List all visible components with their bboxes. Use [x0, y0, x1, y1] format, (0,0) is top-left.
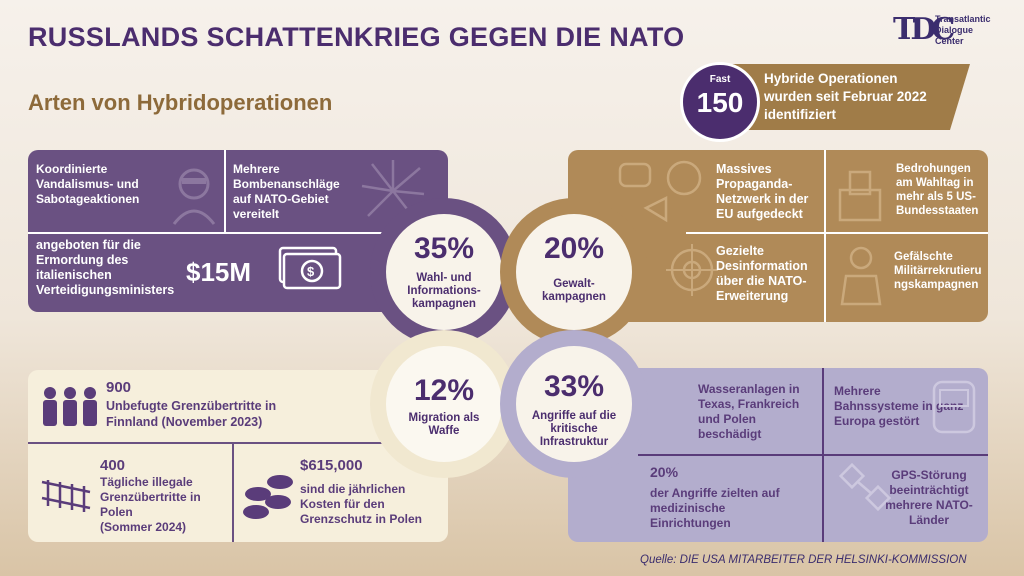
panel-infrastructure: Wasseranlagen in Texas, Frankreich und Pol… [568, 368, 988, 542]
train-icon [932, 380, 976, 434]
medical-number: 20% [650, 464, 679, 480]
cost-number: $615,000 [300, 457, 363, 474]
medical-text: der Angriffe zielten auf medizinische Einr… [650, 486, 780, 530]
satellite-icon [838, 462, 892, 512]
target-icon [666, 244, 718, 296]
explosion-icon [361, 160, 425, 219]
people-icon [43, 387, 97, 426]
bounty-amount: $15M [186, 257, 252, 287]
logo: TDC Transatlantic Dialogue Center [893, 8, 1013, 64]
propaganda-text: Massives Propaganda- Netzwerk in der EU auf… [716, 162, 809, 221]
logo-text: Transatlantic Dialogue Center [935, 14, 991, 46]
election-text: Bedrohungen am Wahltag in mehr als 5 US- Bu… [896, 163, 979, 217]
sabotage-text: Koordinierte Vandalismus- und Sabotageakti… [36, 162, 140, 206]
speech-bubbles-icon [618, 160, 702, 223]
gps-text: GPS-Störung beeinträchtigt mehrere NATO- Lä… [885, 468, 973, 527]
logo-icon: TDC [893, 12, 955, 47]
poland-text: Tägliche illegale Grenzübertritte in Polen… [100, 475, 201, 534]
soldier-icon [840, 246, 882, 306]
finland-number: 900 [106, 379, 132, 396]
poland-number: 400 [100, 457, 126, 474]
page-title: RUSSLANDS SCHATTENKRIEG GEGEN DIE NATO [28, 22, 685, 52]
ribbon [720, 64, 970, 130]
money-icon: $ [278, 246, 342, 290]
ballot-box-icon [838, 170, 882, 222]
count-badge: Fast 150 [680, 62, 760, 142]
source-note: Quelle: DIE USA MITARBEITER DER HELSINKI… [640, 554, 967, 566]
circle-violence: 20% Gewalt-kampagnen [500, 198, 648, 346]
bombs-text: Mehrere Bombenanschläge auf NATO-Gebiet ver… [233, 162, 340, 221]
border-fence-icon [41, 480, 91, 512]
coins-icon [243, 475, 293, 519]
bounty-text: angeboten für die Ermordung des italienisc… [36, 238, 175, 297]
circle-infrastructure: 33% Angriffe auf die kritische Infrastrukt… [500, 330, 648, 478]
finland-text: Unbefugte Grenzübertritte in Finnland (No… [106, 399, 277, 429]
page-subtitle: Arten von Hybridoperationen [28, 90, 333, 115]
water-text: Wasseranlagen in Texas, Frankreich und Pol… [698, 382, 800, 441]
rail-text: Mehrere Bahnssysteme in ganz Europa gestör… [834, 384, 964, 428]
circle-election: 35% Wahl- und Informations-kampagnen [370, 198, 518, 346]
circle-migration: 12% Migration als Waffe [370, 330, 518, 478]
disinfo-text: Gezielte Desinformation über die NATO- Erwe… [716, 244, 808, 303]
ribbon-text: Hybride Operationen wurden seit Februar 2… [764, 71, 927, 122]
recruit-text: Gefälschte Militärrekrutieru ngskampagnen [894, 251, 982, 291]
cost-text: sind die jährlichen Kosten für den Grenzsc… [300, 482, 423, 526]
saboteur-icon [172, 168, 216, 225]
svg-text:$: $ [307, 264, 315, 279]
